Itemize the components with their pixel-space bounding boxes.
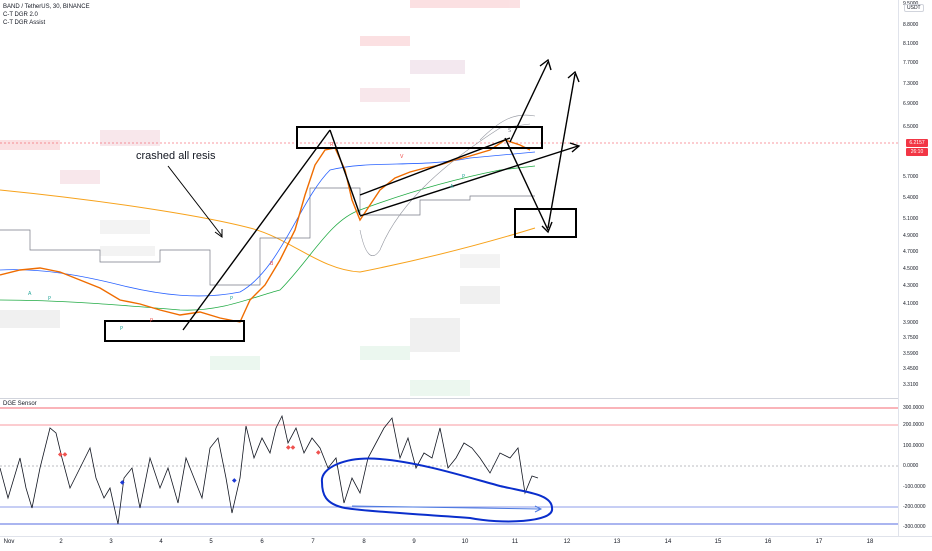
svg-text:◆: ◆ <box>316 449 321 456</box>
svg-text:P: P <box>150 318 153 324</box>
time-tick: 16 <box>764 539 772 545</box>
svg-text:P: P <box>120 326 123 332</box>
time-tick: 8 <box>362 539 366 545</box>
oscillator-pane[interactable]: ◆◆ ◆ ◆ ◆◆ ◆ DGE Sensor <box>0 398 898 536</box>
indicator-legend-2[interactable]: C-T DGR Assist <box>3 20 46 26</box>
svg-text:P: P <box>48 296 51 302</box>
chart-annotation-text[interactable]: crashed all resis <box>136 150 216 162</box>
price-tick: 4.5000 <box>903 266 919 272</box>
time-tick: 7 <box>311 539 315 545</box>
svg-text:B: B <box>270 261 274 267</box>
price-tick: 8.8000 <box>903 22 919 28</box>
time-tick: 18 <box>866 539 874 545</box>
price-scale[interactable]: 9.5000 8.8000 8.1000 7.7000 7.3000 6.900… <box>898 0 932 536</box>
price-tick: 4.9000 <box>903 233 919 239</box>
indicator-legend-1[interactable]: C-T DGR 2.0 <box>3 12 38 18</box>
price-tick: 3.4500 <box>903 366 919 372</box>
signal-markers: A P P P P B R A P V S <box>28 128 511 332</box>
blue-projection-arrow <box>351 505 541 510</box>
time-tick: 17 <box>815 539 823 545</box>
price-tick: 6.9000 <box>903 101 919 107</box>
time-tick: 2 <box>59 539 63 545</box>
svg-text:◆: ◆ <box>120 479 125 486</box>
price-tick: 4.1000 <box>903 301 919 307</box>
svg-text:R: R <box>330 142 334 148</box>
time-tick: 12 <box>563 539 571 545</box>
time-tick: 3 <box>109 539 113 545</box>
current-price-tag: 6.2157 <box>906 139 928 147</box>
time-tick: 9 <box>412 539 416 545</box>
pane-divider[interactable] <box>0 398 932 399</box>
price-tick: 8.1000 <box>903 41 919 47</box>
svg-text:V: V <box>400 154 404 160</box>
dge-sensor-line <box>0 414 539 525</box>
price-tick: 6.5000 <box>903 124 919 130</box>
price-tick: 3.9000 <box>903 320 919 326</box>
time-tick: 6 <box>260 539 264 545</box>
svg-text:◆: ◆ <box>232 477 237 484</box>
price-tick: 3.3100 <box>903 382 919 388</box>
price-tick: 5.4000 <box>903 195 919 201</box>
price-tick: 3.5900 <box>903 351 919 357</box>
price-chart-canvas[interactable]: A P P P P B R A P V S <box>0 0 898 398</box>
time-tick: 4 <box>159 539 163 545</box>
price-tick: 4.7000 <box>903 249 919 255</box>
svg-text:◆◆: ◆◆ <box>286 444 296 451</box>
svg-text:A: A <box>28 291 32 297</box>
price-tick: 5.1000 <box>903 216 919 222</box>
main-chart-pane[interactable]: A P P P P B R A P V S BAND / TetherUS, 3… <box>0 0 898 398</box>
osc-tick: 0.0000 <box>903 463 919 469</box>
resistance-box <box>296 126 543 149</box>
time-tick: 11 <box>511 539 519 545</box>
channel-upper-line <box>359 137 511 196</box>
osc-tick: -100.0000 <box>903 484 926 490</box>
zone-rectangles <box>0 0 520 396</box>
bar-countdown-tag: 26:10 <box>906 148 928 156</box>
time-tick: Nov <box>3 539 15 545</box>
breakout-trendline <box>182 129 331 331</box>
ma-green-line <box>0 165 536 311</box>
target-box <box>514 208 577 238</box>
time-tick: 5 <box>209 539 213 545</box>
ma-gray-stepline <box>0 187 535 286</box>
consolidation-box <box>104 320 245 342</box>
ma-blue-line <box>0 151 536 297</box>
time-tick: 15 <box>714 539 722 545</box>
osc-tick: -300.0000 <box>903 524 926 530</box>
oscillator-canvas[interactable]: ◆◆ ◆ ◆ ◆◆ ◆ <box>0 398 898 536</box>
channel-lower-line <box>359 145 579 217</box>
blue-hand-drawn-circle <box>320 457 553 523</box>
price-tick: 4.3000 <box>903 283 919 289</box>
svg-text:S: S <box>508 128 511 134</box>
price-tick: 5.7000 <box>903 174 919 180</box>
time-tick: 10 <box>461 539 469 545</box>
price-tick: 7.7000 <box>903 60 919 66</box>
oscillator-title[interactable]: DGE Sensor <box>3 401 37 407</box>
time-axis[interactable]: Nov 2 3 4 5 6 7 8 9 10 11 12 13 14 15 16… <box>0 536 932 551</box>
osc-signal-markers: ◆◆ ◆ ◆ ◆◆ ◆ <box>58 444 321 486</box>
time-tick: 14 <box>664 539 672 545</box>
svg-text:P: P <box>462 174 465 180</box>
symbol-legend[interactable]: BAND / TetherUS, 30, BINANCE <box>3 4 90 10</box>
svg-text:◆◆: ◆◆ <box>58 451 68 458</box>
osc-tick: -200.0000 <box>903 504 926 510</box>
osc-tick: 300.0000 <box>903 405 924 411</box>
time-tick: 13 <box>613 539 621 545</box>
currency-badge[interactable]: USDT <box>904 4 924 12</box>
osc-tick: 200.0000 <box>903 422 924 428</box>
price-tick: 7.3000 <box>903 81 919 87</box>
osc-tick: 100.0000 <box>903 443 924 449</box>
svg-text:A: A <box>450 184 454 190</box>
ma-orange-line <box>0 189 536 273</box>
price-tick: 3.7500 <box>903 335 919 341</box>
svg-text:P: P <box>230 296 233 302</box>
